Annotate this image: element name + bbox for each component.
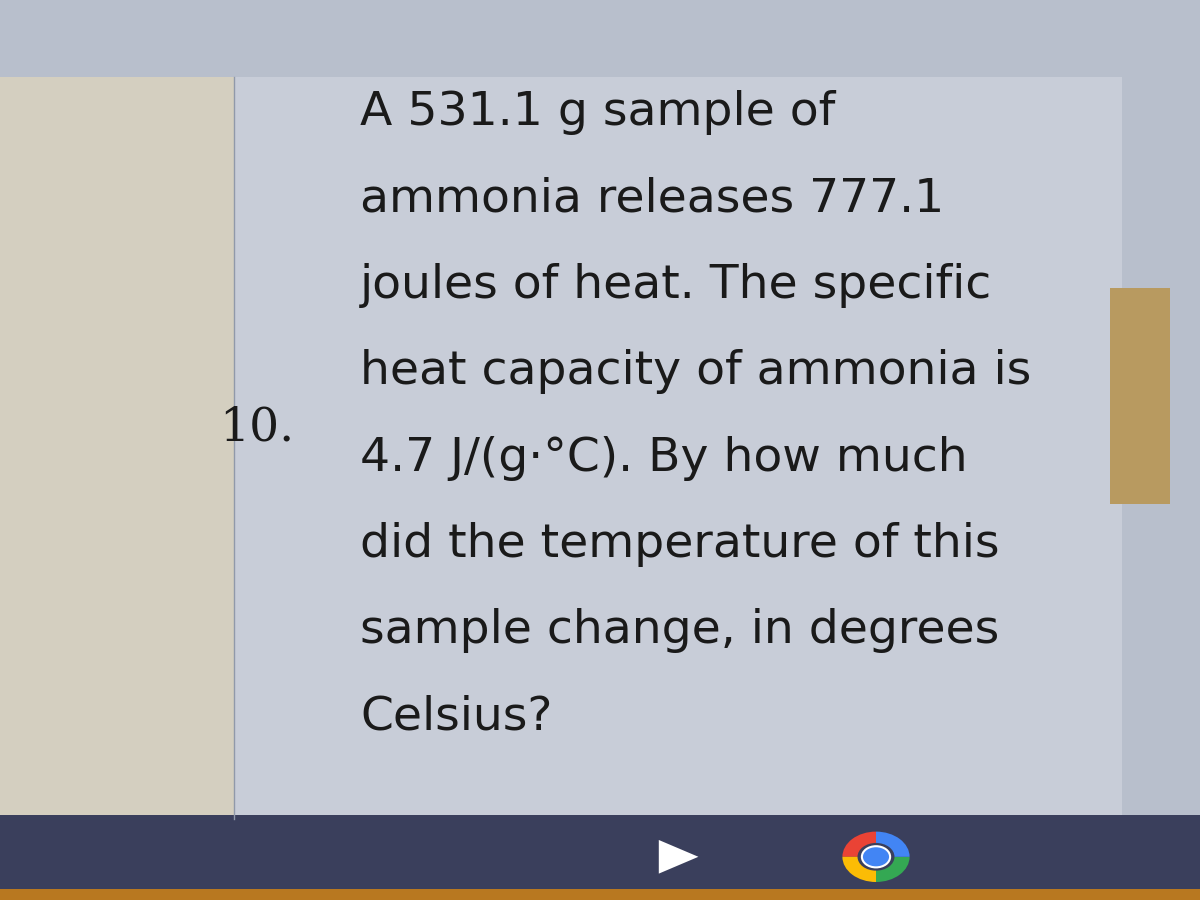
FancyBboxPatch shape	[234, 76, 1122, 819]
FancyBboxPatch shape	[0, 889, 1200, 900]
Text: Celsius?: Celsius?	[360, 695, 552, 740]
FancyBboxPatch shape	[1110, 288, 1170, 504]
Text: heat capacity of ammonia is: heat capacity of ammonia is	[360, 349, 1031, 394]
Wedge shape	[876, 832, 910, 857]
Text: A 531.1 g sample of: A 531.1 g sample of	[360, 90, 835, 135]
Text: ammonia releases 777.1: ammonia releases 777.1	[360, 176, 944, 221]
Polygon shape	[659, 840, 698, 874]
FancyBboxPatch shape	[0, 814, 1200, 900]
Wedge shape	[842, 857, 876, 882]
Text: sample change, in degrees: sample change, in degrees	[360, 608, 1000, 653]
Wedge shape	[842, 832, 876, 857]
Circle shape	[862, 846, 890, 868]
Text: joules of heat. The specific: joules of heat. The specific	[360, 263, 992, 308]
Text: 4.7 J/(g·°C). By how much: 4.7 J/(g·°C). By how much	[360, 436, 967, 481]
Text: did the temperature of this: did the temperature of this	[360, 522, 1000, 567]
FancyBboxPatch shape	[0, 76, 234, 819]
Wedge shape	[876, 857, 910, 882]
Text: 10.: 10.	[218, 405, 294, 450]
FancyBboxPatch shape	[1122, 76, 1200, 819]
